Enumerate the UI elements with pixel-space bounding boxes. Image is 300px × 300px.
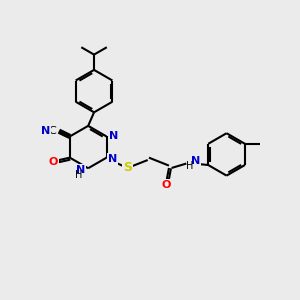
Text: O: O <box>161 180 170 190</box>
Text: N: N <box>191 156 200 166</box>
Text: H: H <box>187 161 194 172</box>
Text: N: N <box>109 131 118 142</box>
Text: N: N <box>76 165 85 175</box>
Text: N: N <box>108 154 117 164</box>
Text: N: N <box>41 126 50 136</box>
Text: C: C <box>48 126 56 136</box>
Text: H: H <box>75 170 82 180</box>
Text: O: O <box>49 157 58 167</box>
Text: S: S <box>123 161 132 175</box>
